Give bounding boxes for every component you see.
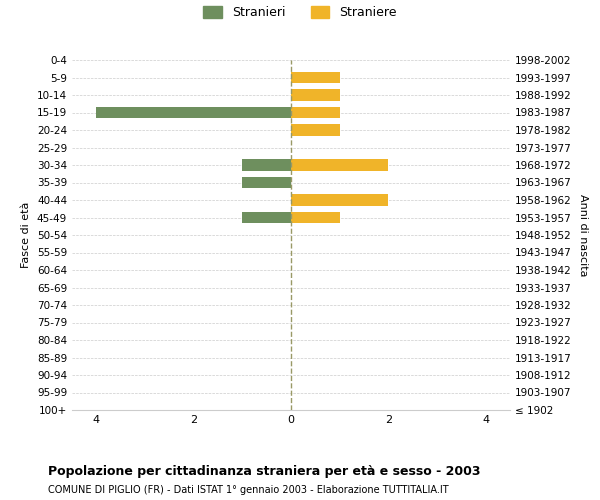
Text: COMUNE DI PIGLIO (FR) - Dati ISTAT 1° gennaio 2003 - Elaborazione TUTTITALIA.IT: COMUNE DI PIGLIO (FR) - Dati ISTAT 1° ge…: [48, 485, 449, 495]
Bar: [97, 107, 291, 118]
Legend: Stranieri, Straniere: Stranieri, Straniere: [198, 1, 402, 24]
Bar: [291, 90, 340, 101]
Bar: [242, 177, 291, 188]
Bar: [291, 160, 388, 170]
Bar: [291, 72, 340, 83]
Bar: [242, 160, 291, 170]
Bar: [291, 107, 340, 118]
Bar: [291, 212, 340, 223]
Text: Popolazione per cittadinanza straniera per età e sesso - 2003: Popolazione per cittadinanza straniera p…: [48, 465, 481, 478]
Y-axis label: Fasce di età: Fasce di età: [22, 202, 31, 268]
Y-axis label: Anni di nascita: Anni di nascita: [578, 194, 588, 276]
Bar: [242, 212, 291, 223]
Bar: [291, 194, 388, 205]
Bar: [291, 124, 340, 136]
